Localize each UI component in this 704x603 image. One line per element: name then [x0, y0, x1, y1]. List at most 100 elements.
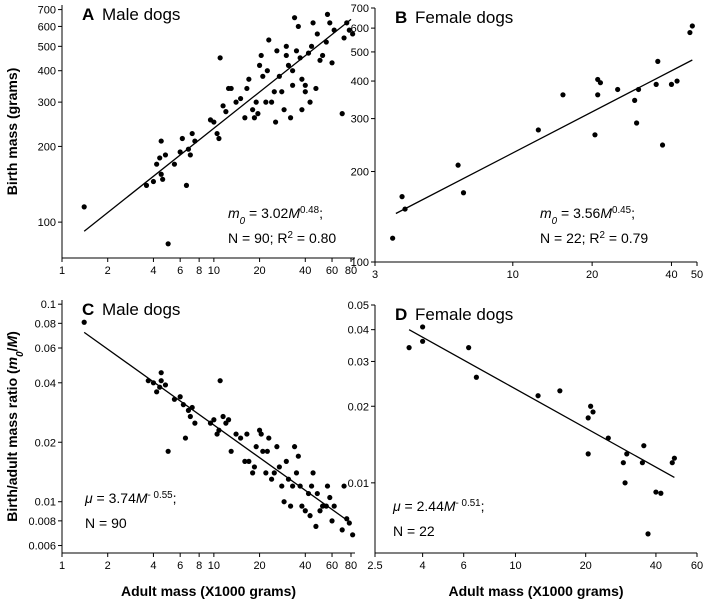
sample-size: N = 90 [85, 515, 127, 531]
data-point [160, 176, 166, 182]
x-tick-label: 10 [509, 560, 521, 572]
data-point [346, 520, 352, 526]
data-point [308, 483, 315, 489]
data-point [251, 464, 258, 470]
data-point [250, 107, 256, 113]
data-point [302, 89, 308, 95]
data-point [214, 130, 220, 137]
y-tick-label: 100 [351, 257, 369, 269]
data-point [329, 60, 335, 66]
x-tick-label: 4 [150, 560, 156, 572]
x-tick-label: 4 [420, 560, 426, 572]
equation: μ = 2.44M- 0.51; [392, 498, 485, 515]
data-point [162, 152, 169, 158]
data-point [293, 470, 300, 476]
data-point [339, 527, 345, 533]
x-tick-label: 8 [196, 560, 202, 572]
x-tick-label: 20 [253, 560, 265, 572]
data-point [307, 513, 313, 519]
text-part: m [4, 357, 20, 369]
data-point [346, 27, 352, 33]
x-tick-label: 40 [650, 560, 662, 572]
data-point [165, 448, 171, 454]
x-tick-label: 20 [580, 560, 592, 572]
data-point [308, 43, 315, 49]
data-point [266, 435, 272, 441]
data-point [258, 431, 264, 437]
data-point [279, 483, 285, 489]
text-part: ) [4, 331, 20, 336]
text-part: 2 [600, 230, 605, 241]
y-axis-label: Birth/adult mass ratio (m0/M) [4, 331, 26, 522]
data-point [182, 435, 189, 441]
data-point [689, 23, 695, 29]
data-point [268, 99, 275, 105]
data-point [180, 402, 186, 408]
data-point [420, 324, 426, 330]
data-point [253, 444, 259, 450]
data-point [291, 444, 298, 450]
data-point [253, 99, 259, 105]
data-point [287, 503, 294, 509]
data-point [597, 80, 604, 86]
data-point [281, 499, 287, 505]
y-tick-label: 0.008 [28, 516, 56, 528]
data-point [285, 62, 292, 68]
data-point [290, 68, 296, 74]
panel-letter: C [82, 300, 94, 319]
data-point [189, 130, 195, 137]
fit-line [408, 329, 675, 479]
data-point [192, 420, 198, 426]
x-tick-label: 8 [196, 265, 202, 277]
sample-size: N = 22 [393, 523, 435, 539]
data-point [390, 235, 396, 241]
data-point [535, 393, 541, 399]
text-part: Birth/adult mass ratio ( [4, 369, 20, 522]
y-tick-label: 300 [351, 114, 369, 126]
data-point [251, 115, 258, 121]
y-tick-label: 100 [38, 217, 56, 229]
data-point [535, 127, 541, 133]
data-point [154, 161, 160, 167]
data-point [317, 508, 323, 514]
data-point [302, 82, 308, 88]
y-tick-label: 0.02 [348, 401, 369, 413]
x-tick-label: 4 [150, 265, 156, 277]
data-point [319, 52, 326, 59]
data-point [460, 190, 467, 196]
y-tick-label: 0.01 [35, 497, 56, 509]
data-point [622, 480, 628, 486]
y-tick-label: 500 [351, 47, 369, 59]
y-tick-label: 0.006 [28, 541, 56, 553]
data-point [620, 460, 626, 466]
text-part: N = 90; R [228, 230, 288, 246]
data-point [310, 20, 316, 26]
data-point [211, 119, 217, 125]
data-point [557, 388, 563, 394]
y-tick-label: 600 [351, 23, 369, 35]
text-part: = 3.56 [557, 205, 600, 221]
data-point [272, 119, 279, 125]
data-point [246, 76, 252, 82]
text-part: ; [173, 490, 177, 506]
data-point [653, 81, 659, 87]
data-point [162, 382, 169, 388]
data-point [420, 338, 426, 344]
data-point [287, 115, 294, 121]
data-point [585, 451, 591, 457]
data-point [658, 490, 664, 496]
y-tick-label: 400 [38, 66, 56, 78]
x-tick-label: 2 [105, 265, 111, 277]
y-tick-label: 0.1 [41, 299, 56, 311]
x-tick-label: 40 [299, 265, 311, 277]
data-point [260, 448, 266, 454]
data-point [244, 431, 250, 437]
data-point [634, 120, 640, 126]
equation: μ = 3.74M- 0.55; [84, 490, 177, 507]
data-point [659, 142, 666, 148]
text-part: 0 [240, 216, 246, 227]
text-part: ; [319, 205, 323, 221]
data-point [211, 417, 217, 423]
data-point [150, 178, 157, 185]
